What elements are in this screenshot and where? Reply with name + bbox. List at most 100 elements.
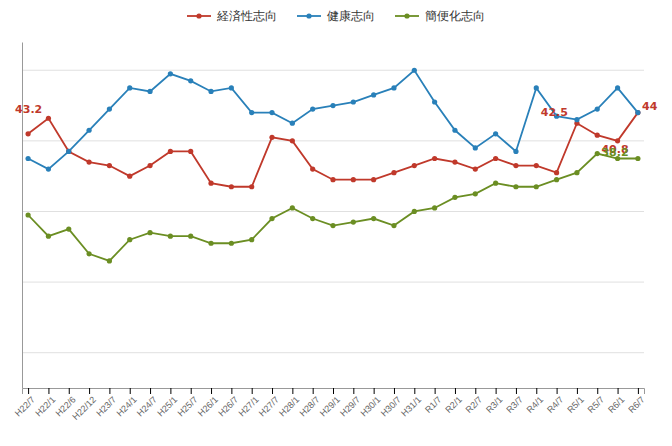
point — [574, 170, 579, 175]
point — [86, 159, 91, 164]
x-tick: H27/7 — [257, 388, 281, 418]
point — [432, 99, 437, 104]
x-tick: R6/7 — [626, 388, 647, 415]
x-tick-label: H26/7 — [216, 394, 240, 418]
x-tick-mark — [252, 388, 253, 394]
x-tick-mark — [48, 388, 49, 394]
x-tick: H25/1 — [155, 388, 179, 418]
point — [66, 227, 71, 232]
x-tick-mark — [577, 388, 578, 394]
x-axis: H22/7H22/1H22/6H22/12H23/7H24/1H24/7H25/… — [13, 388, 647, 422]
point — [46, 167, 51, 172]
x-tick-mark — [516, 388, 517, 394]
grid-line — [22, 211, 644, 212]
x-axis-line — [23, 389, 645, 395]
point — [351, 219, 356, 224]
point — [412, 68, 417, 73]
point — [493, 156, 498, 161]
plot: H22/7H22/1H22/6H22/12H23/7H24/1H24/7H25/… — [13, 43, 658, 423]
point — [208, 241, 213, 246]
point — [269, 110, 274, 115]
point — [208, 89, 213, 94]
point — [208, 181, 213, 186]
x-tick: R2/1 — [443, 388, 464, 415]
x-tick-label: H28/1 — [277, 394, 301, 418]
point — [391, 85, 396, 90]
chart: H22/7H22/1H22/6H22/12H23/7H24/1H24/7H25/… — [0, 0, 672, 446]
point — [107, 258, 112, 263]
x-tick: R5/7 — [586, 388, 607, 415]
x-tick: H24/7 — [135, 388, 159, 418]
point — [473, 145, 478, 150]
series-group — [25, 68, 640, 264]
x-tick-mark — [435, 388, 436, 394]
point — [168, 71, 173, 76]
x-tick: H22/7 — [13, 388, 37, 418]
legend-label: 経済性志向 — [216, 9, 277, 23]
x-tick: H24/1 — [115, 388, 139, 418]
x-tick-label: R2/1 — [443, 394, 464, 415]
x-tick-label: H27/7 — [257, 394, 281, 418]
x-tick-label: R6/1 — [606, 394, 627, 415]
x-tick-label: H22/1 — [33, 394, 57, 418]
x-tick: H28/1 — [277, 388, 301, 418]
point — [534, 184, 539, 189]
point — [330, 223, 335, 228]
series — [25, 151, 640, 264]
x-tick-mark — [69, 388, 70, 394]
x-tick: H27/1 — [237, 388, 261, 418]
grid-line — [22, 140, 644, 141]
x-tick-mark — [638, 388, 639, 394]
point — [452, 159, 457, 164]
legend-marker — [306, 13, 311, 18]
x-tick-label: H25/1 — [155, 394, 179, 418]
point — [127, 174, 132, 179]
x-tick-mark — [455, 388, 456, 394]
point — [473, 167, 478, 172]
point — [107, 106, 112, 111]
x-tick-label: R6/7 — [626, 394, 647, 415]
x-tick-label: H28/7 — [298, 394, 322, 418]
legend-label: 健康志向 — [327, 9, 375, 23]
point — [25, 156, 30, 161]
x-tick: R3/1 — [484, 388, 505, 415]
x-tick-label: H29/1 — [318, 394, 342, 418]
point — [432, 156, 437, 161]
point — [513, 163, 518, 168]
x-tick-mark — [28, 388, 29, 394]
x-tick-label: H25/7 — [176, 394, 200, 418]
series-line — [28, 113, 638, 187]
point — [554, 170, 559, 175]
x-tick: H22/1 — [33, 388, 57, 418]
point — [188, 78, 193, 83]
point — [168, 234, 173, 239]
point — [86, 128, 91, 133]
point — [635, 156, 640, 161]
point — [574, 117, 579, 122]
x-tick: H29/1 — [318, 388, 342, 418]
point — [229, 241, 234, 246]
legend-marker — [196, 13, 201, 18]
point — [635, 110, 640, 115]
x-tick-mark — [374, 388, 375, 394]
x-tick-label: R3/7 — [504, 394, 525, 415]
x-tick-mark — [272, 388, 273, 394]
x-tick: H30/7 — [379, 388, 403, 418]
grid — [22, 70, 644, 352]
point — [371, 216, 376, 221]
point — [86, 251, 91, 256]
x-tick: H28/7 — [298, 388, 322, 418]
point — [229, 85, 234, 90]
grid-line — [22, 282, 644, 283]
point — [635, 110, 640, 115]
point — [432, 205, 437, 210]
x-tick: R2/7 — [464, 388, 485, 415]
x-tick-mark — [496, 388, 497, 394]
x-tick: H31/1 — [399, 388, 423, 418]
point — [25, 212, 30, 217]
series — [25, 68, 640, 172]
series-line — [28, 154, 638, 261]
x-tick-mark — [536, 388, 537, 394]
x-tick-label: H27/1 — [237, 394, 261, 418]
x-tick: H23/7 — [94, 388, 118, 418]
